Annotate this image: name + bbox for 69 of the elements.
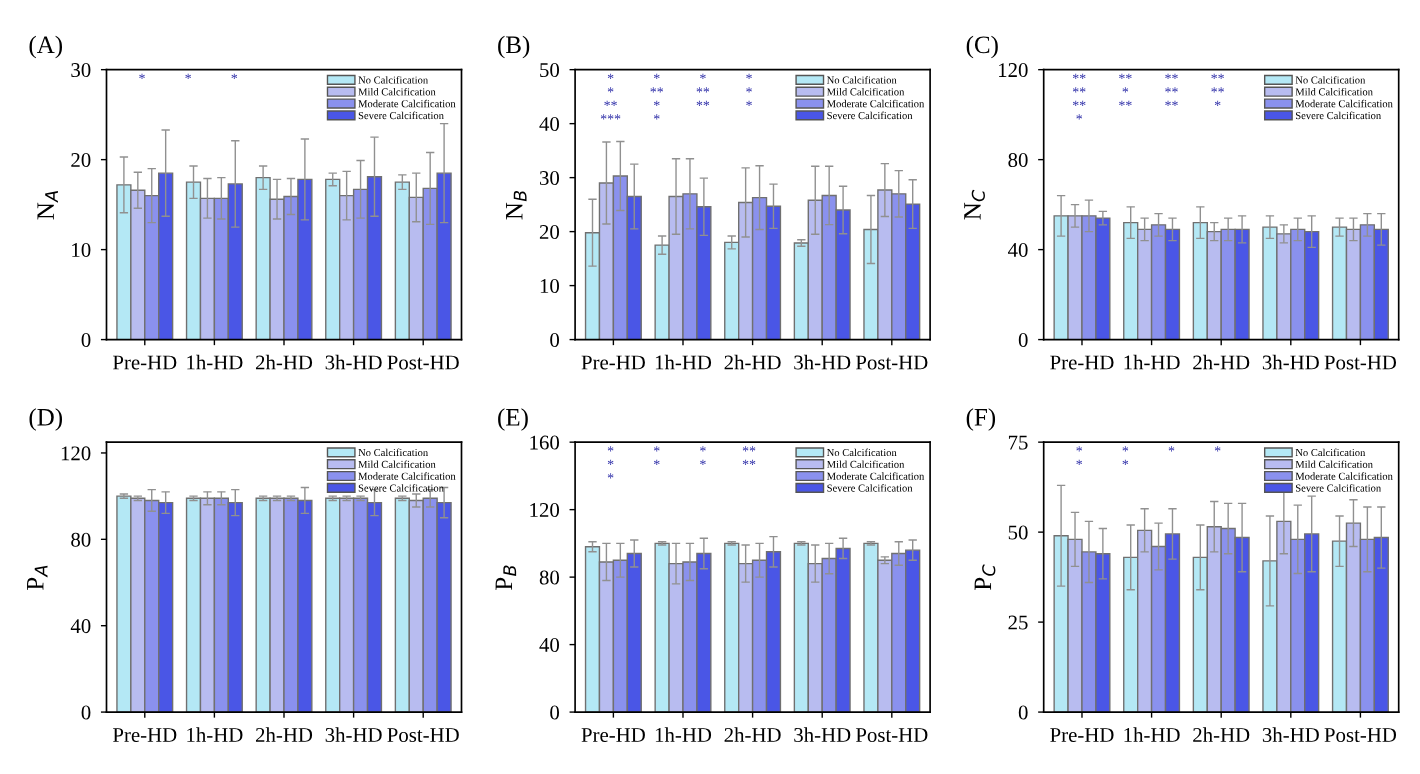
x-tick-label: 1h-HD [187, 727, 243, 742]
y-tick-label: 30 [71, 63, 91, 78]
y-tick-label: 30 [539, 171, 560, 186]
y-tick-label: 50 [1008, 525, 1028, 540]
y-tick-label: 40 [70, 619, 91, 634]
chart-title: (F) [966, 408, 996, 431]
x-tick-label: 2h-HD [255, 727, 313, 742]
x-tick-label: Pre-HD [1050, 355, 1114, 370]
x-tick-label: Pre-HD [581, 355, 645, 370]
y-tick-label: 80 [71, 532, 91, 547]
x-tick-label: Post-HD [387, 355, 459, 370]
chart-title: (E) [498, 408, 528, 431]
y-tick-label: 160 [530, 435, 560, 450]
y-tick-label: 10 [72, 242, 91, 258]
x-tick-label: 3h-HD [325, 727, 382, 743]
y-tick-label: 0 [1018, 705, 1028, 720]
y-tick-label: 120 [530, 503, 560, 518]
chart-title: (D) [29, 408, 63, 431]
y-tick-label: 20 [71, 153, 91, 168]
y-tick-label: 40 [539, 117, 560, 132]
y-axis-title: N$_{B}$ [506, 190, 527, 220]
y-tick-label: 10 [540, 278, 560, 294]
x-tick-label: 2h-HD [1193, 727, 1250, 742]
x-tick-label: Pre-HD [112, 355, 177, 370]
chart-title: (A) [29, 35, 63, 59]
x-tick-label: 3h-HD [794, 727, 851, 743]
x-tick-label: Pre-HD [1050, 728, 1114, 743]
x-tick-label: 1h-HD [187, 354, 243, 370]
x-tick-label: 3h-HD [794, 354, 851, 370]
y-tick-label: 50 [540, 63, 560, 78]
x-tick-label: 3h-HD [325, 354, 382, 370]
y-tick-label: 20 [539, 224, 560, 240]
x-tick-label: Post-HD [855, 355, 928, 370]
x-tick-label: Post-HD [1324, 728, 1397, 743]
y-tick-label: 0 [81, 332, 91, 348]
x-tick-label: 1h-HD [1124, 354, 1180, 370]
y-tick-label: 120 [61, 446, 91, 461]
x-tick-label: Post-HD [387, 728, 459, 743]
y-tick-label: 80 [539, 570, 560, 585]
x-tick-label: 3h-HD [1262, 727, 1319, 743]
x-tick-label: 3h-HD [1262, 354, 1319, 370]
x-tick-label: 2h-HD [1193, 354, 1250, 370]
x-tick-label: 1h-HD [1124, 727, 1180, 742]
y-tick-label: 0 [550, 332, 560, 348]
x-tick-label: Post-HD [855, 728, 928, 743]
x-tick-label: Pre-HD [112, 728, 177, 743]
x-tick-label: 2h-HD [724, 354, 781, 370]
y-tick-label: 75 [1008, 435, 1028, 450]
y-tick-label: 120 [999, 63, 1028, 78]
x-tick-label: Pre-HD [581, 728, 645, 743]
x-tick-label: 2h-HD [724, 727, 781, 742]
y-tick-label: 40 [539, 637, 560, 653]
y-axis-title: N$_{A}$ [37, 191, 58, 220]
y-axis-title: N$_{C}$ [964, 189, 985, 220]
x-tick-label: Post-HD [1324, 355, 1397, 370]
y-axis-title: P$_{A}$ [27, 565, 48, 590]
y-tick-label: 0 [550, 705, 560, 720]
chart-title: (B) [498, 35, 530, 59]
y-axis-title: P$_{B}$ [495, 565, 517, 590]
y-tick-label: 80 [1008, 153, 1028, 168]
x-tick-label: 1h-HD [655, 727, 712, 742]
x-tick-label: 2h-HD [255, 354, 313, 370]
y-tick-label: 40 [1008, 242, 1028, 258]
y-tick-label: 0 [1018, 332, 1028, 348]
y-axis-title: P$_{C}$ [974, 564, 996, 591]
chart-title: (C) [966, 35, 998, 59]
y-tick-label: 25 [1008, 615, 1028, 630]
y-tick-label: 0 [81, 705, 91, 720]
x-tick-label: 1h-HD [655, 354, 712, 370]
